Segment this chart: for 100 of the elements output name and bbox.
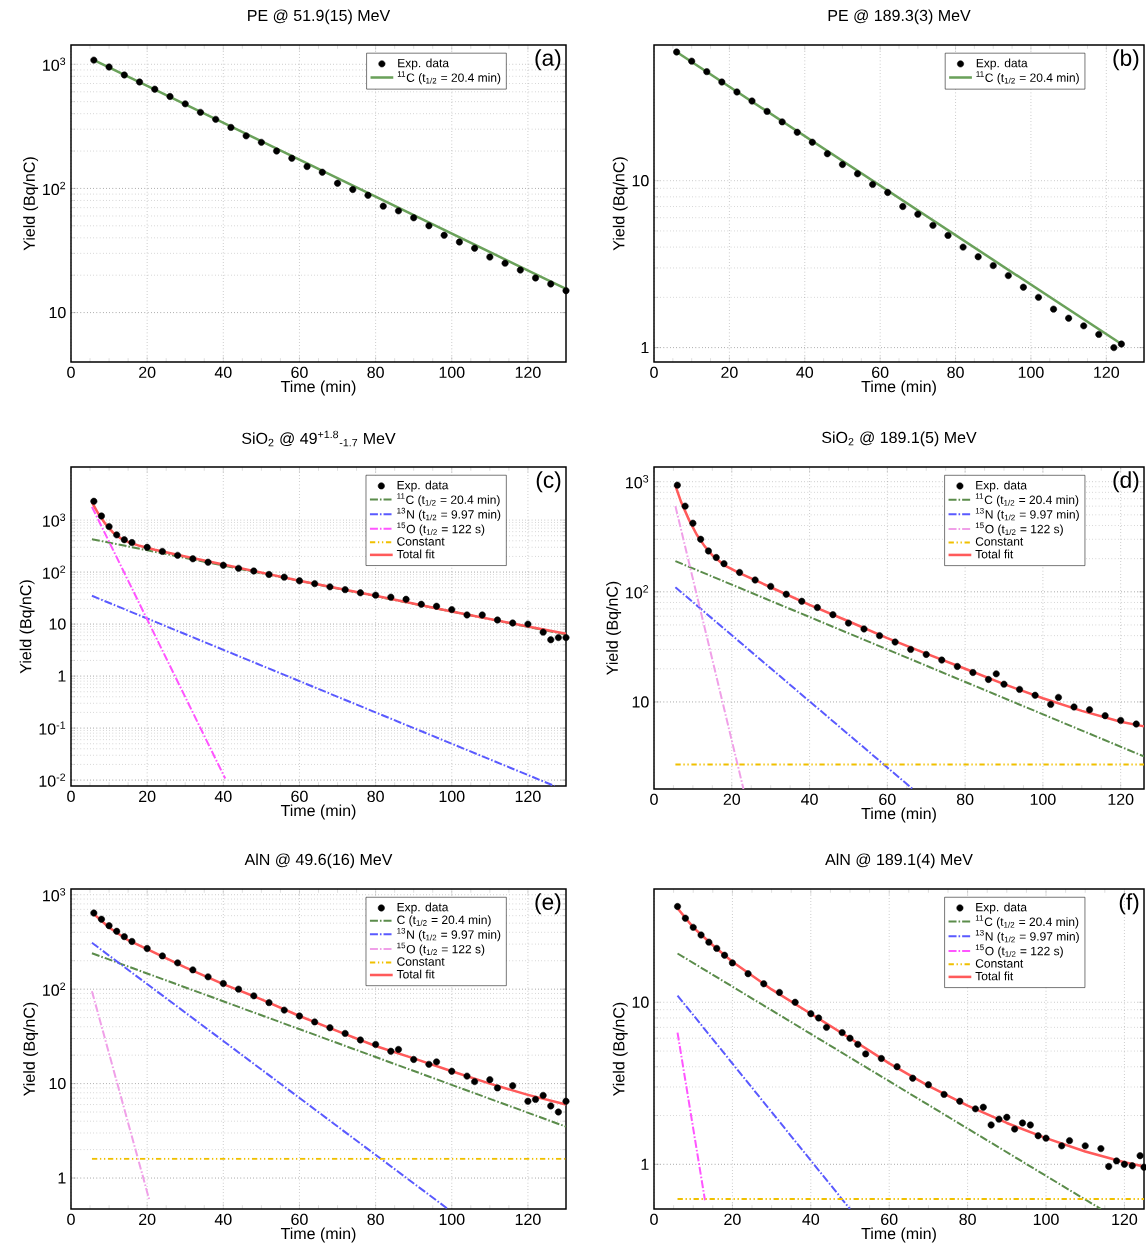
point xyxy=(105,63,113,71)
point xyxy=(877,1054,885,1062)
x-tick-label: 20 xyxy=(139,366,156,379)
legend-label: Exp. data xyxy=(976,902,1028,914)
x-tick-label: 20 xyxy=(723,793,741,806)
point xyxy=(364,191,372,199)
point xyxy=(318,168,326,176)
point xyxy=(235,985,243,993)
legend-label: Total fit xyxy=(975,549,1014,559)
point xyxy=(189,555,197,563)
x-tick-label: 80 xyxy=(959,1213,976,1226)
x-axis-title: Time (min) xyxy=(280,804,356,820)
point xyxy=(1026,1121,1034,1129)
point xyxy=(90,56,98,64)
point xyxy=(265,999,273,1007)
point xyxy=(433,602,441,610)
point xyxy=(341,586,349,594)
point xyxy=(212,115,220,123)
annotation: (f) xyxy=(1119,893,1139,915)
x-tick-label: 0 xyxy=(67,790,75,803)
y-axis-title: Yield (Bq/nC) xyxy=(612,1002,628,1096)
point xyxy=(471,244,479,252)
y-tick-label: 10$^{-2}$ xyxy=(39,773,66,787)
point xyxy=(120,933,128,941)
y-tick-label: 10 xyxy=(632,696,649,708)
y-tick-label: 1 xyxy=(58,670,66,682)
y-tick-label: 10$^{2}$ xyxy=(43,565,66,579)
point xyxy=(532,1095,540,1103)
point xyxy=(823,150,831,158)
point xyxy=(440,231,448,239)
annotation: (c) xyxy=(536,471,561,493)
point xyxy=(151,85,159,93)
point xyxy=(547,1102,555,1110)
point xyxy=(703,68,711,76)
point xyxy=(1047,700,1055,708)
point xyxy=(838,1029,846,1037)
legend-label: Constant xyxy=(397,537,445,546)
legend-label: $^{11}$C (t$_{1/2}$ = 20.4 min) xyxy=(975,915,1079,929)
point xyxy=(120,71,128,79)
y-tick-label: 1 xyxy=(58,1172,66,1184)
point xyxy=(235,564,243,572)
point xyxy=(1035,293,1042,301)
point xyxy=(509,619,517,627)
point xyxy=(736,568,744,576)
point xyxy=(136,78,144,86)
y-tick-label: 10 xyxy=(49,306,66,319)
legend-label: $^{11}$C (t$_{1/2}$ = 20.4 min) xyxy=(397,493,500,507)
point xyxy=(1050,305,1058,313)
point xyxy=(1042,1134,1050,1142)
point xyxy=(387,1047,395,1055)
point xyxy=(778,118,786,126)
point xyxy=(448,1067,456,1075)
y-axis-title: Yield (Bq/nC) xyxy=(19,580,35,674)
point xyxy=(280,1006,288,1014)
legend-label: Exp. data xyxy=(398,58,450,70)
point xyxy=(463,611,471,619)
point xyxy=(775,988,783,996)
point xyxy=(697,931,705,939)
point xyxy=(174,959,182,967)
point xyxy=(356,1036,364,1044)
y-tick-label: 10$^{2}$ xyxy=(626,585,649,599)
point xyxy=(524,1097,532,1105)
y-tick-label: 10 xyxy=(49,1077,66,1090)
x-tick-label: 100 xyxy=(1033,1213,1059,1226)
point xyxy=(763,107,771,115)
point xyxy=(971,1105,979,1113)
x-tick-label: 100 xyxy=(1018,366,1044,379)
point xyxy=(128,539,136,547)
chart-title: PE @ 189.3(3) MeV xyxy=(828,9,971,25)
point xyxy=(448,606,456,614)
x-tick-label: 100 xyxy=(439,790,465,803)
point xyxy=(782,590,790,598)
x-tick-label: 120 xyxy=(1112,1213,1138,1226)
point xyxy=(674,903,681,910)
point xyxy=(394,1045,402,1053)
point xyxy=(969,669,977,676)
point xyxy=(326,1024,334,1032)
point xyxy=(1066,1137,1073,1145)
x-tick-label: 40 xyxy=(796,366,814,379)
point xyxy=(410,214,418,222)
x-tick-label: 20 xyxy=(139,790,156,803)
point xyxy=(1117,716,1125,724)
point xyxy=(356,589,364,597)
point xyxy=(987,1121,995,1129)
annotation: (d) xyxy=(1113,471,1139,493)
point xyxy=(204,558,212,566)
point xyxy=(311,1018,319,1026)
point xyxy=(907,645,915,653)
point xyxy=(1003,1113,1011,1121)
point xyxy=(539,1091,547,1099)
y-tick-label: 10$^{2}$ xyxy=(43,982,66,996)
point xyxy=(417,600,425,608)
point xyxy=(1113,1157,1121,1165)
x-tick-label: 20 xyxy=(724,1213,741,1226)
point xyxy=(463,1072,471,1080)
point xyxy=(953,662,961,670)
y-tick-label: 10 xyxy=(632,996,649,1008)
point xyxy=(697,535,705,543)
point xyxy=(1128,1162,1136,1170)
chart-title: AlN @ 189.1(4) MeV xyxy=(825,853,973,869)
